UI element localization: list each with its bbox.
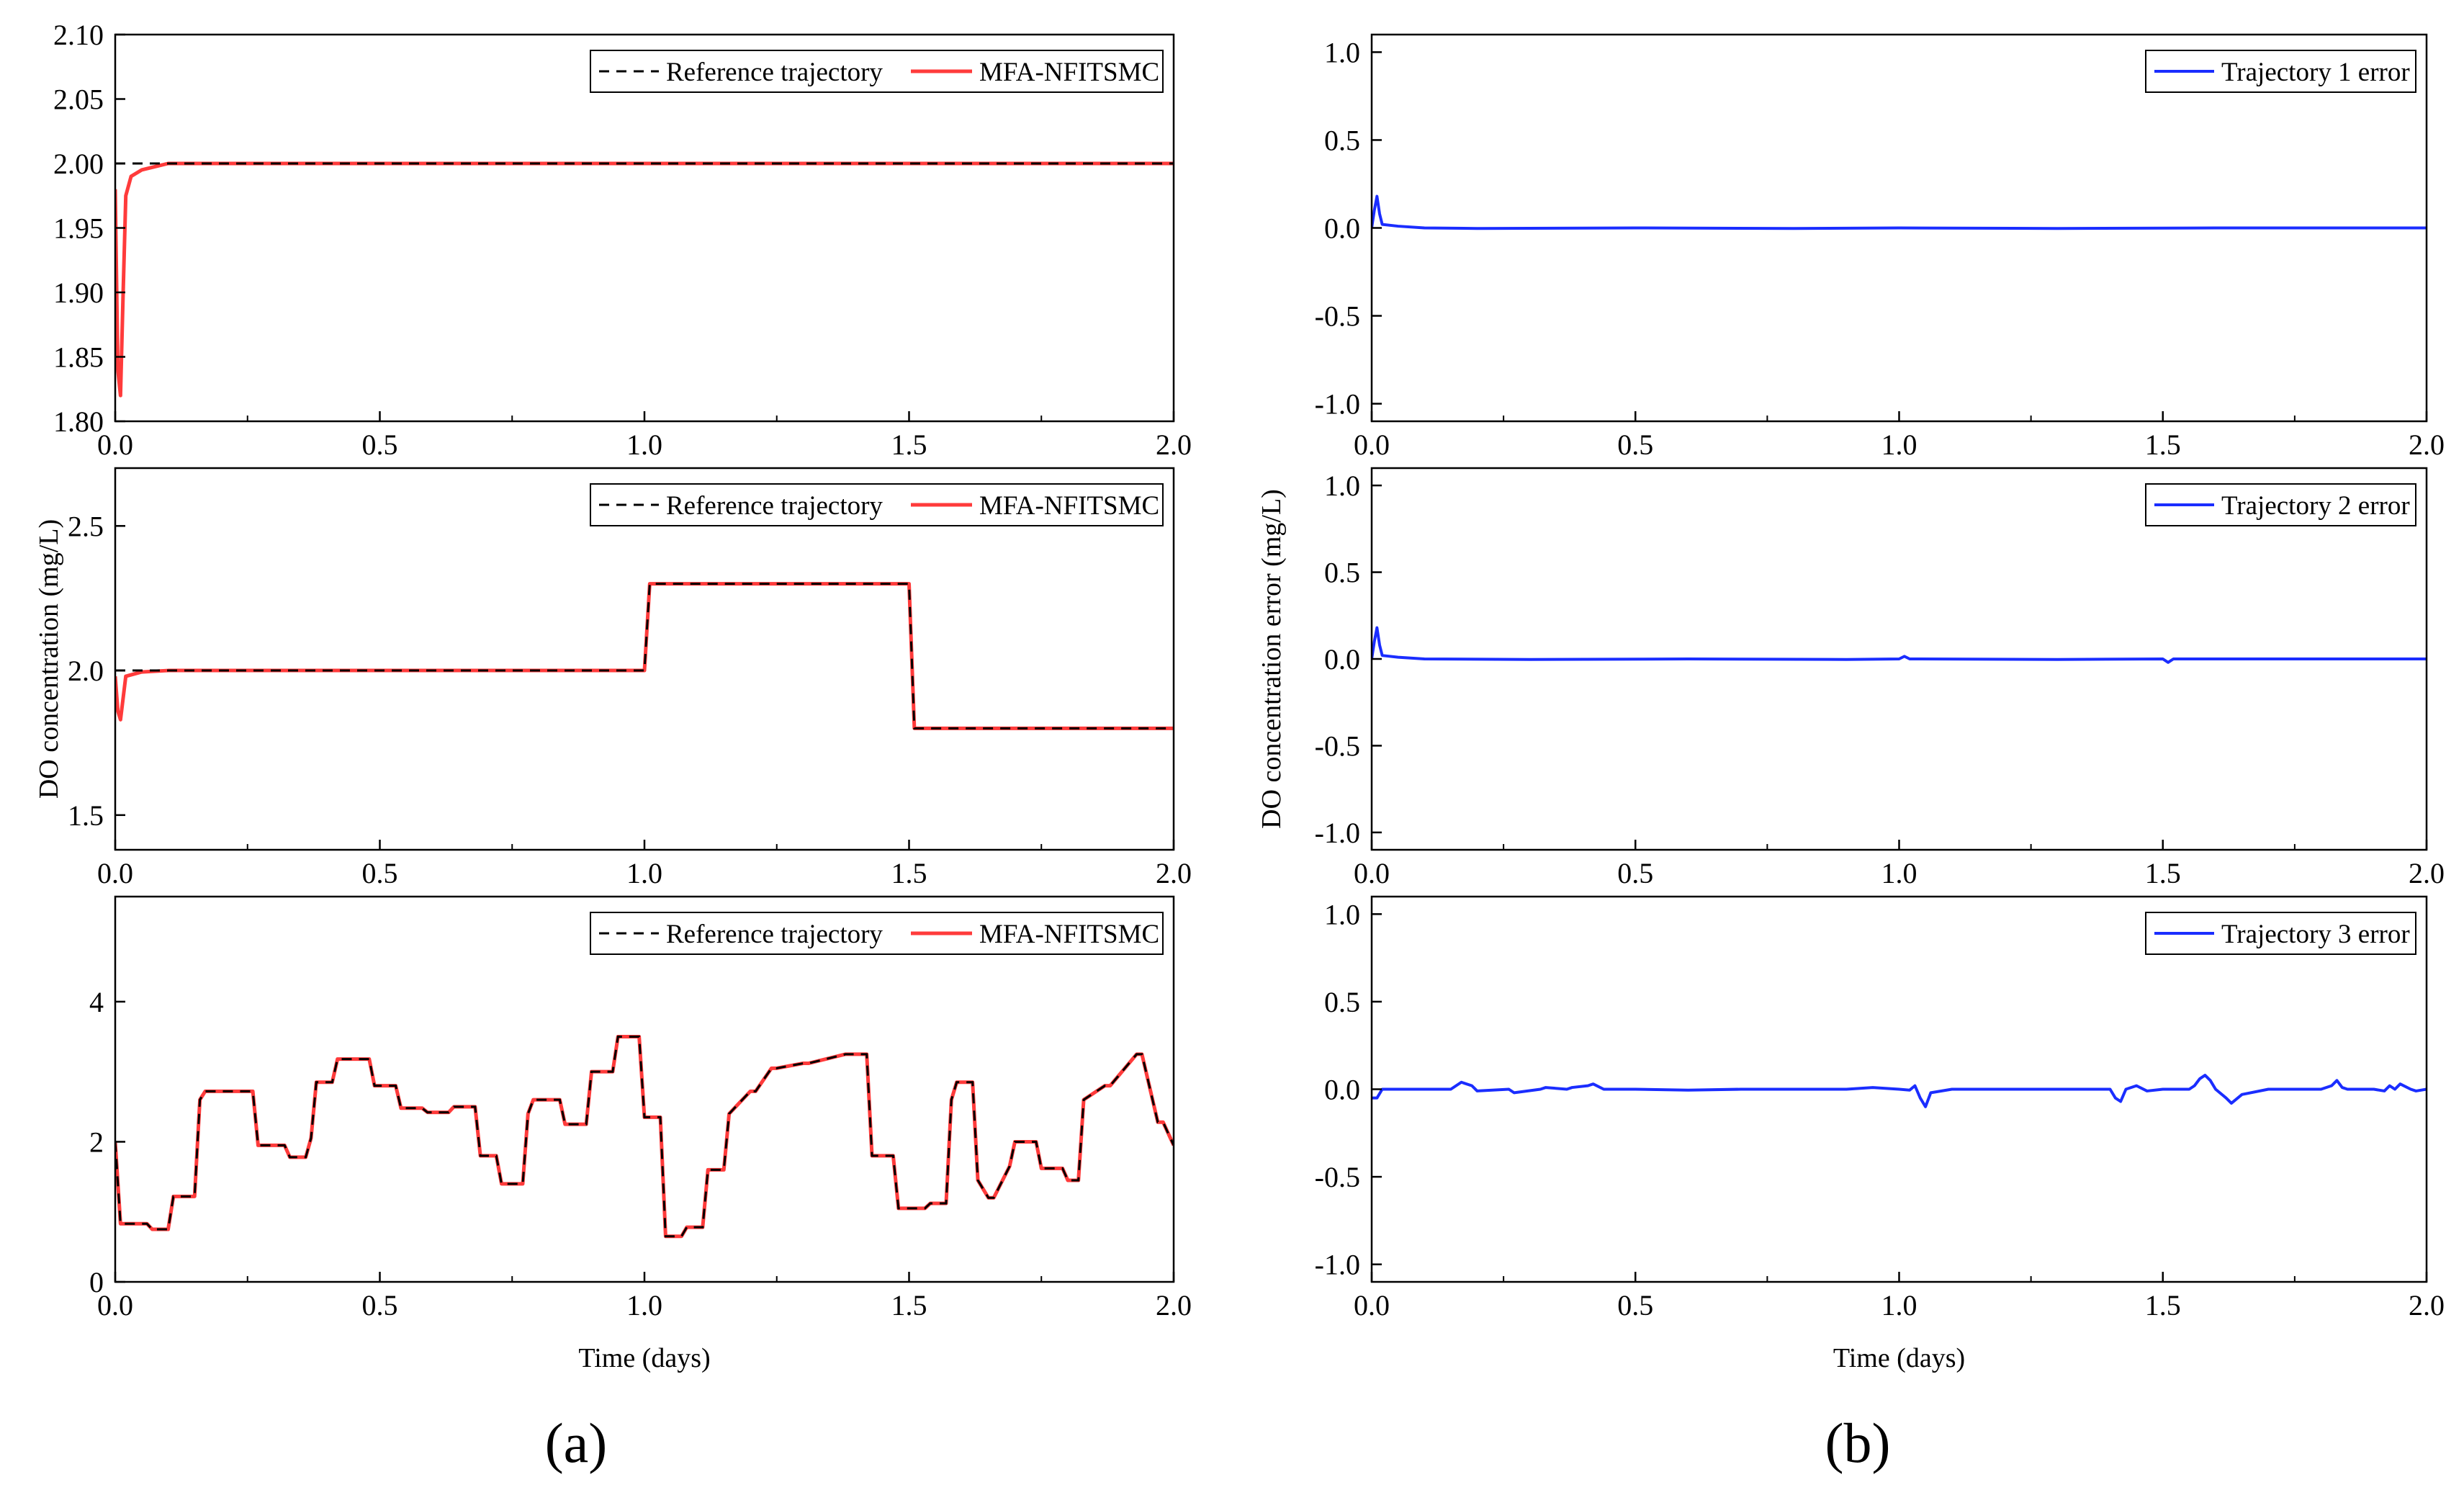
- y-tick-label: 2.0: [68, 655, 104, 687]
- x-tick-label: 2.0: [2409, 1289, 2445, 1321]
- series-mfa-nfitsmc: [115, 161, 1174, 398]
- x-tick-label: 0.0: [97, 857, 133, 889]
- chart-a1: 0.0 0.5 1.0 1.5 2.0 1.80 1.85 1.90 1.95 2.00 2.05 2…: [53, 19, 1192, 461]
- x-axis-label: Time (days): [578, 1343, 710, 1373]
- legend-box: [590, 912, 1164, 955]
- x-tick-label: 0.5: [362, 857, 398, 889]
- y-tick-label: 0: [89, 1266, 104, 1298]
- y-tick-label: 0.0: [1324, 643, 1360, 676]
- panel-label-a: (a): [545, 1412, 608, 1474]
- x-tick-label: 0.0: [97, 428, 133, 461]
- x-tick-label: 1.5: [2145, 428, 2181, 461]
- x-axis-label: Time (days): [1833, 1343, 1965, 1373]
- x-tick-label: 0.0: [97, 1289, 133, 1321]
- x-tick-label: 2.0: [1156, 1289, 1192, 1321]
- x-tick-label: 1.5: [891, 857, 927, 889]
- chart-b1: 0.0 0.5 1.0 1.5 2.0 -1.0 -0.5 0.0 0.5 1.0 Trajecto…: [1315, 33, 2445, 461]
- x-tick-label: 1.5: [891, 428, 927, 461]
- legend-box: [590, 483, 1164, 526]
- x-tick-label: 2.0: [1156, 428, 1192, 461]
- legend-label-error: Trajectory 3 error: [2221, 920, 2410, 949]
- series-reference-overlay: [115, 583, 1174, 730]
- legend-label-reference: Reference trajectory: [666, 491, 883, 521]
- x-tick-label: 0.5: [1617, 428, 1653, 461]
- legend-label-reference: Reference trajectory: [666, 58, 883, 87]
- y-tick-label: -0.5: [1315, 1161, 1360, 1193]
- x-tick-label: 2.0: [2409, 428, 2445, 461]
- y-tick-label: 0.5: [1324, 986, 1360, 1018]
- series-trajectory-3-error: [1372, 1074, 2427, 1108]
- x-tick-label: 0.5: [1617, 857, 1653, 889]
- y-tick-label: 2.5: [68, 510, 104, 542]
- y-tick-label: -1.0: [1315, 388, 1360, 421]
- y-tick-label: 0.5: [1324, 557, 1360, 589]
- legend-box: [590, 50, 1164, 93]
- legend-label-error: Trajectory 2 error: [2221, 491, 2410, 521]
- legend-label-mfa: MFA-NFITSMC: [979, 58, 1159, 87]
- chart-b3: 0.0 0.5 1.0 1.5 2.0 -1.0 -0.5 0.0 0.5 1.0 Time (da…: [1315, 895, 2445, 1373]
- legend-label-mfa: MFA-NFITSMC: [979, 491, 1159, 521]
- y-tick-label: 1.95: [53, 212, 104, 245]
- x-tick-label: 0.0: [1354, 1289, 1390, 1321]
- y-tick-label: 2: [89, 1126, 104, 1158]
- series-reference-overlay: [115, 1036, 1174, 1238]
- x-tick-label: 2.0: [2409, 857, 2445, 889]
- x-tick-label: 1.0: [1881, 428, 1917, 461]
- y-tick-label: -0.5: [1315, 300, 1360, 333]
- y-tick-label: 4: [89, 986, 104, 1018]
- x-tick-label: 0.0: [1354, 428, 1390, 461]
- legend-label-error: Trajectory 1 error: [2221, 58, 2410, 87]
- legend-label-mfa: MFA-NFITSMC: [979, 920, 1159, 949]
- series-trajectory-2-error: [1372, 626, 2427, 664]
- y-tick-label: -1.0: [1315, 817, 1360, 849]
- x-tick-label: 1.5: [2145, 857, 2181, 889]
- x-tick-label: 1.0: [626, 428, 662, 461]
- y-tick-label: 1.80: [53, 405, 104, 438]
- y-tick-label: -0.5: [1315, 730, 1360, 762]
- legend-label-reference: Reference trajectory: [666, 920, 883, 949]
- x-tick-label: 0.5: [362, 1289, 398, 1321]
- series-trajectory-1-error: [1372, 194, 2427, 230]
- legend: Trajectory 3 error: [2145, 912, 2416, 955]
- y-axis-label: DO concentration (mg/L): [34, 519, 64, 799]
- series-reference-trajectory: [115, 1036, 1174, 1238]
- series-mfa-nfitsmc: [115, 1035, 1174, 1239]
- x-tick-label: 1.0: [626, 857, 662, 889]
- y-axis-label: DO concentration error (mg/L): [1256, 489, 1287, 829]
- y-tick-label: 1.0: [1324, 470, 1360, 502]
- legend: Reference trajectory MFA-NFITSMC: [590, 912, 1164, 955]
- legend: Reference trajectory MFA-NFITSMC: [590, 50, 1164, 93]
- x-tick-label: 1.0: [1881, 857, 1917, 889]
- chart-a3: 0.0 0.5 1.0 1.5 2.0 0 2 4 Time (days) Reference t…: [89, 895, 1192, 1373]
- x-tick-label: 1.5: [2145, 1289, 2181, 1321]
- legend: Reference trajectory MFA-NFITSMC: [590, 483, 1164, 526]
- y-tick-label: -1.0: [1315, 1249, 1360, 1281]
- legend: Trajectory 1 error: [2145, 50, 2416, 93]
- x-tick-label: 0.0: [1354, 857, 1390, 889]
- y-tick-label: 2.05: [53, 84, 104, 116]
- legend: Trajectory 2 error: [2145, 483, 2416, 526]
- chart-b2: 0.0 0.5 1.0 1.5 2.0 -1.0 -0.5 0.0 0.5 1.0 DO conce…: [1256, 467, 2445, 889]
- y-tick-label: 2.00: [53, 148, 104, 180]
- y-tick-label: 1.0: [1324, 36, 1360, 68]
- x-tick-label: 2.0: [1156, 857, 1192, 889]
- y-tick-label: 1.90: [53, 277, 104, 309]
- chart-a2: 0.0 0.5 1.0 1.5 2.0 1.5 2.0 2.5DO concentration…: [34, 467, 1192, 889]
- panel-label-b: (b): [1825, 1412, 1891, 1474]
- y-tick-label: 0.5: [1324, 124, 1360, 156]
- x-tick-label: 0.5: [1617, 1289, 1653, 1321]
- y-tick-label: 1.0: [1324, 898, 1360, 930]
- x-tick-label: 1.0: [626, 1289, 662, 1321]
- y-tick-label: 2.10: [53, 19, 104, 51]
- x-tick-label: 1.5: [891, 1289, 927, 1321]
- y-tick-label: 0.0: [1324, 1074, 1360, 1106]
- y-tick-label: 1.5: [68, 799, 104, 832]
- y-tick-label: 0.0: [1324, 212, 1360, 245]
- x-tick-label: 1.0: [1881, 1289, 1917, 1321]
- y-tick-label: 1.85: [53, 341, 104, 374]
- x-tick-label: 0.5: [362, 428, 398, 461]
